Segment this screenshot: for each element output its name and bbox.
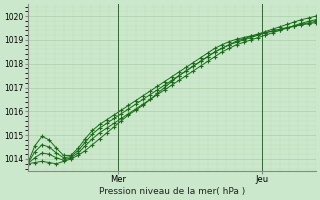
X-axis label: Pression niveau de la mer( hPa ): Pression niveau de la mer( hPa ) — [99, 187, 245, 196]
